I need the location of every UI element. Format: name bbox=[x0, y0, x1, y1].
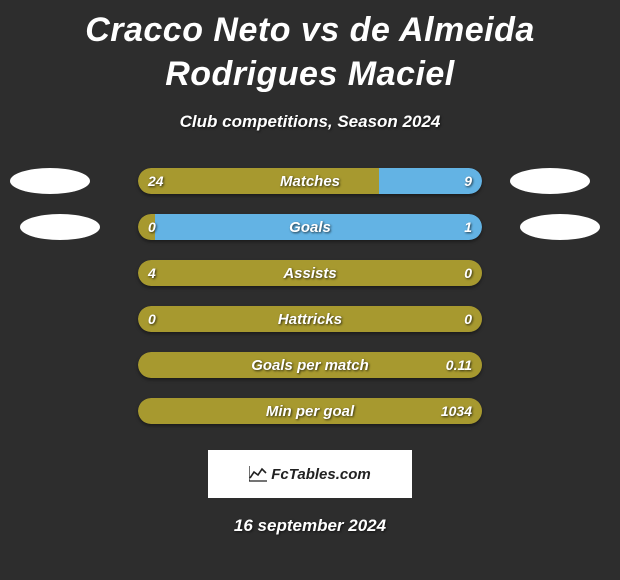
stat-row: Goals per match0.11 bbox=[0, 352, 620, 378]
stat-value-right: 1 bbox=[454, 214, 482, 240]
stat-row: Hattricks0 0 bbox=[0, 306, 620, 332]
stat-bar: Assists4 0 bbox=[138, 260, 482, 286]
subtitle: Club competitions, Season 2024 bbox=[0, 112, 620, 132]
date-text: 16 september 2024 bbox=[0, 516, 620, 536]
stat-label: Hattricks bbox=[138, 306, 482, 332]
attribution-box: FcTables.com bbox=[208, 450, 412, 498]
comparison-infographic: Cracco Neto vs de Almeida Rodrigues Maci… bbox=[0, 0, 620, 580]
stat-bar: Matches24 9 bbox=[138, 168, 482, 194]
stat-label: Matches bbox=[138, 168, 482, 194]
stat-label: Assists bbox=[138, 260, 482, 286]
stat-row: Min per goal1034 bbox=[0, 398, 620, 424]
stat-label: Goals per match bbox=[138, 352, 482, 378]
chart-icon bbox=[249, 466, 267, 482]
stat-bar: Goals per match0.11 bbox=[138, 352, 482, 378]
stat-row: Assists4 0 bbox=[0, 260, 620, 286]
stat-value-right: 1034 bbox=[431, 398, 482, 424]
stat-bar: Min per goal1034 bbox=[138, 398, 482, 424]
page-title: Cracco Neto vs de Almeida Rodrigues Maci… bbox=[0, 8, 620, 96]
stat-value-left: 4 bbox=[138, 260, 166, 286]
stat-value-left bbox=[138, 398, 158, 424]
stat-value-right: 0 bbox=[454, 260, 482, 286]
stat-value-left: 0 bbox=[138, 214, 166, 240]
attribution-text: FcTables.com bbox=[271, 466, 370, 483]
stat-value-left: 24 bbox=[138, 168, 174, 194]
stat-value-left bbox=[138, 352, 158, 378]
stat-label: Goals bbox=[138, 214, 482, 240]
stat-value-left: 0 bbox=[138, 306, 166, 332]
stat-value-right: 0.11 bbox=[436, 352, 482, 378]
stat-value-right: 9 bbox=[454, 168, 482, 194]
stat-value-right: 0 bbox=[454, 306, 482, 332]
stat-bar: Hattricks0 0 bbox=[138, 306, 482, 332]
stats-rows: Matches249Goals01Assists40Hattricks00Goa… bbox=[0, 168, 620, 424]
stat-bar: Goals0 1 bbox=[138, 214, 482, 240]
